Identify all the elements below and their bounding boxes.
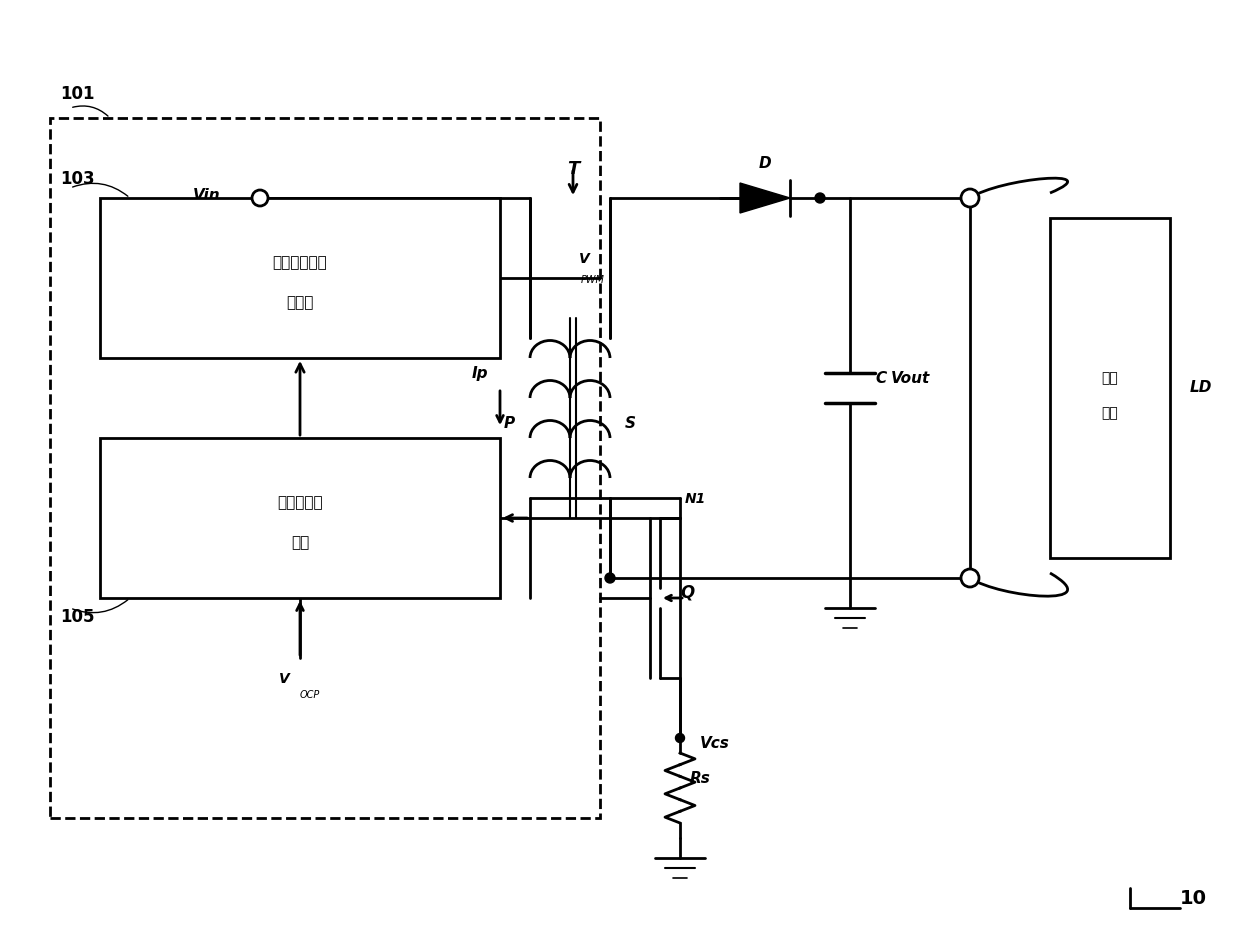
Text: Vout: Vout [890, 371, 930, 386]
Text: 105: 105 [60, 608, 94, 626]
Text: 101: 101 [60, 85, 94, 103]
Text: Vin: Vin [192, 188, 219, 203]
Text: 103: 103 [60, 170, 94, 188]
Text: Vcs: Vcs [701, 736, 730, 751]
Circle shape [961, 189, 980, 207]
Text: Q: Q [680, 584, 694, 602]
FancyBboxPatch shape [1050, 218, 1171, 558]
Polygon shape [740, 183, 790, 213]
Text: Rs: Rs [689, 771, 711, 786]
Circle shape [961, 569, 980, 587]
Text: C: C [875, 371, 887, 386]
Text: P: P [503, 416, 515, 431]
Text: OCP: OCP [300, 690, 320, 700]
Text: 单元: 单元 [291, 536, 309, 551]
Text: 装置: 装置 [1101, 406, 1118, 420]
Text: 电子: 电子 [1101, 371, 1118, 385]
Text: 过电流保护: 过电流保护 [278, 495, 322, 510]
FancyBboxPatch shape [100, 198, 500, 358]
FancyBboxPatch shape [100, 438, 500, 598]
Circle shape [252, 190, 268, 206]
Text: 产生器: 产生器 [286, 295, 314, 310]
Text: 脉宽调制信号: 脉宽调制信号 [273, 255, 327, 270]
Text: D: D [759, 156, 771, 171]
Circle shape [605, 573, 615, 583]
Text: 10: 10 [1180, 889, 1207, 908]
Circle shape [815, 193, 825, 203]
Text: V: V [279, 672, 290, 686]
Text: LD: LD [1190, 381, 1213, 396]
Text: T: T [567, 160, 579, 178]
Circle shape [676, 734, 684, 743]
Text: S: S [625, 416, 636, 431]
Text: PWM: PWM [582, 275, 605, 285]
Text: N1: N1 [684, 492, 707, 506]
Text: V: V [579, 252, 590, 266]
Text: Ip: Ip [471, 366, 489, 381]
